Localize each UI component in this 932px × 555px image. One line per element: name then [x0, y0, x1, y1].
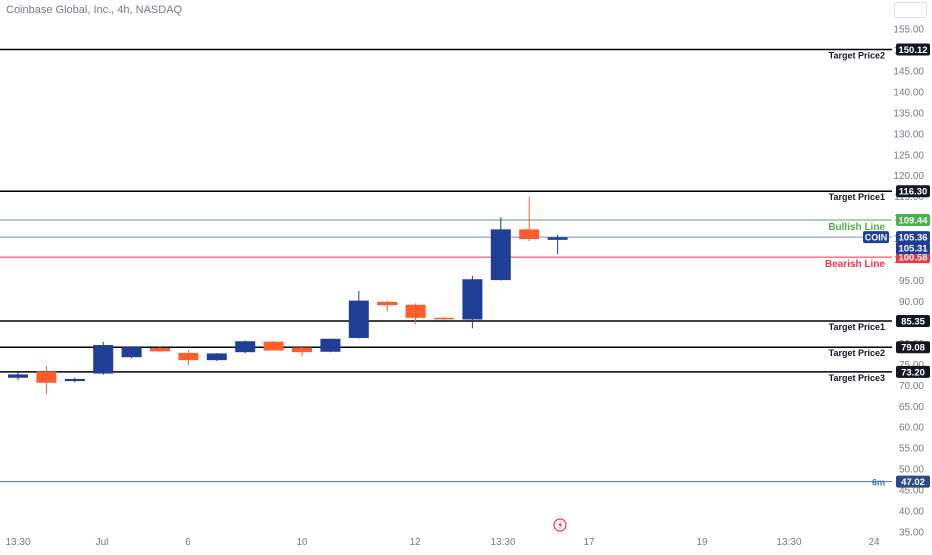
candle-body — [64, 379, 85, 382]
y-tick-label: 115.00 — [894, 192, 924, 203]
y-tick-label: 60.00 — [899, 423, 924, 434]
current-price-badge — [896, 231, 930, 244]
level-badge — [896, 341, 930, 354]
candle-body — [8, 374, 28, 378]
level-label: Target Price1 — [829, 322, 885, 332]
symbol-badge — [863, 231, 889, 244]
candle-body — [519, 229, 540, 240]
x-tick-label: 17 — [583, 537, 595, 548]
level-badge-text: 85.35 — [901, 316, 925, 327]
level-badge — [896, 43, 930, 56]
level-label: Target Price3 — [829, 373, 885, 383]
chart-title: Coinbase Global, Inc., 4h, NASDAQ — [6, 4, 183, 16]
x-tick-label: 6 — [185, 537, 191, 548]
level-badge — [896, 365, 930, 378]
candle-body — [93, 345, 114, 374]
level-badge — [896, 475, 930, 488]
countdown-badge — [896, 242, 930, 255]
y-tick-label: 40.00 — [899, 507, 924, 518]
x-tick-label: 12 — [409, 537, 421, 548]
y-tick-label: 90.00 — [899, 297, 924, 308]
y-tick-label: 120.00 — [893, 171, 924, 182]
y-tick-label: 125.00 — [893, 150, 924, 161]
chart-settings-button[interactable] — [894, 2, 927, 18]
level-label: Bearish Line — [825, 259, 885, 270]
level-label: Bullish Line — [828, 222, 885, 233]
y-tick-label: 140.00 — [893, 87, 924, 98]
level-badge — [896, 213, 930, 226]
x-tick-label: 13:30 — [5, 537, 30, 548]
level-badge-text: 150.12 — [898, 45, 927, 56]
candle-body — [462, 279, 483, 320]
y-tick-label: 135.00 — [893, 108, 924, 119]
current-price-badge-text: 105.36 — [898, 233, 927, 244]
y-tick-label: 65.00 — [899, 402, 924, 413]
y-tick-label: 45.00 — [899, 486, 924, 497]
candle-body — [292, 347, 312, 353]
candle-body — [263, 341, 284, 351]
y-tick-label: 55.00 — [899, 444, 924, 455]
candle-body — [178, 353, 199, 361]
level-badge-text: 109.44 — [898, 215, 928, 226]
level-badge — [896, 185, 930, 198]
x-tick-label: 13:30 — [490, 537, 515, 548]
candle-body — [206, 353, 227, 361]
level-label: Target Price2 — [829, 348, 885, 358]
candle-body — [150, 347, 170, 352]
x-tick-label: 10 — [296, 537, 308, 548]
candle-body — [490, 229, 511, 281]
lightning-icon-glyph — [558, 521, 563, 529]
candle-body — [377, 301, 398, 306]
y-tick-label: 50.00 — [899, 465, 924, 476]
candle-body — [405, 304, 426, 318]
countdown-badge-text: 105.31 — [898, 244, 928, 255]
candle-body — [235, 341, 256, 353]
level-badge-text: 47.02 — [901, 477, 925, 488]
x-tick-label: 13:30 — [776, 537, 801, 548]
y-tick-label: 145.00 — [893, 66, 924, 77]
y-tick-label: 95.00 — [899, 276, 924, 287]
level-badge-text: 116.30 — [899, 187, 928, 198]
y-tick-label: 35.00 — [899, 528, 924, 539]
level-badge — [896, 314, 930, 327]
candle-body — [348, 300, 369, 338]
candle-body — [36, 371, 57, 383]
y-tick-label: 155.00 — [893, 25, 924, 36]
candle-body — [121, 347, 142, 358]
x-tick-label: 24 — [868, 537, 880, 548]
level-badge-text: 79.08 — [901, 343, 925, 354]
candle-body — [320, 338, 341, 352]
level-badge — [896, 251, 930, 264]
y-tick-label: 70.00 — [899, 381, 924, 392]
candle-body — [434, 317, 454, 320]
symbol-badge-text: COIN — [865, 233, 888, 243]
level-badge-text: 73.20 — [901, 367, 925, 378]
x-tick-label: 19 — [696, 537, 708, 548]
level-label: Target Price1 — [829, 192, 885, 202]
y-tick-label: 130.00 — [893, 129, 924, 140]
level-label: 6m — [872, 478, 885, 488]
level-badge-text: 100.58 — [898, 253, 927, 264]
level-label: Target Price2 — [829, 50, 885, 60]
x-tick-label: Jul — [96, 537, 109, 548]
y-tick-label: 75.00 — [899, 360, 924, 371]
candle-body — [547, 237, 568, 240]
